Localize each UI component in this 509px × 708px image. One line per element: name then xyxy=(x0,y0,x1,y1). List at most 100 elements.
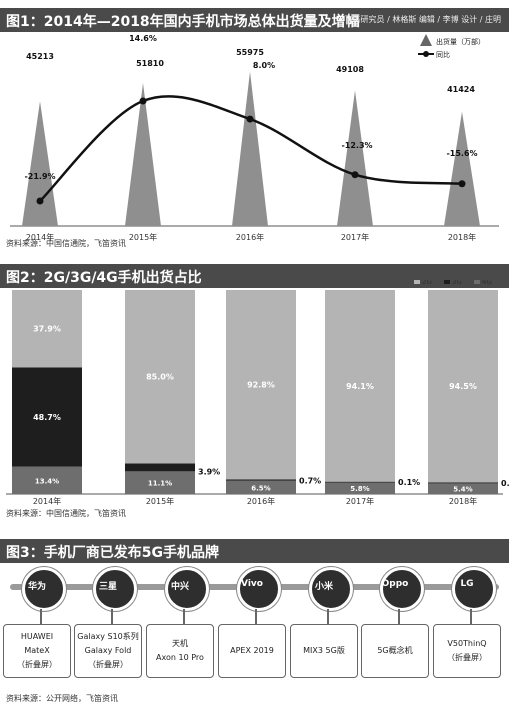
x-tick-label: 2014年 xyxy=(26,232,54,242)
shipment-value-label: 45213 xyxy=(26,52,54,61)
fig2-title: 图2：2G/3G/4G手机出货占比 xyxy=(6,270,202,286)
x-tick-label: 2014年 xyxy=(33,496,61,506)
product-box: MIX3 5G版 xyxy=(290,624,358,678)
x-tick-label: 2016年 xyxy=(247,496,275,506)
brand-name: Vivo xyxy=(241,579,263,589)
x-tick-label: 2015年 xyxy=(146,496,174,506)
product-box: Galaxy S10系列 Galaxy Fold （折叠屏） xyxy=(74,624,142,678)
bar-3g-segment xyxy=(428,482,498,484)
x-tick-label: 2018年 xyxy=(448,232,476,242)
bar-3g-label: 48.7% xyxy=(33,413,61,422)
yoy-value-label: -21.9% xyxy=(24,172,55,181)
bar-2g-label: 92.8% xyxy=(247,381,275,390)
bar-4g-label: 5.8% xyxy=(350,485,369,493)
legend-swatch xyxy=(414,280,420,284)
legend-cone-swatch xyxy=(420,34,432,46)
fig3-title: 图3：手机厂商已发布5G手机品牌 xyxy=(6,545,219,561)
product-line: Galaxy Fold xyxy=(84,646,132,655)
bar-3g-label: 3.9% xyxy=(198,467,220,476)
x-tick-label: 2017年 xyxy=(346,496,374,506)
legend-label: 出货量（万部） xyxy=(436,37,485,46)
bar-2g-label: 85.0% xyxy=(146,373,174,382)
product-line: （折叠屏） xyxy=(447,653,487,662)
brand-connector xyxy=(40,609,42,625)
bar-3g-label: 0.1% xyxy=(398,478,420,487)
shipment-value-label: 41424 xyxy=(447,85,475,94)
yoy-value-label: 14.6% xyxy=(129,34,157,43)
fig1-title: 图1：2014年—2018年国内手机市场总体出货量及增幅 xyxy=(6,14,360,30)
product-line: 天机 xyxy=(172,639,188,648)
brand-circle xyxy=(237,567,281,611)
bar-4g-label: 11.1% xyxy=(148,480,172,488)
fig3-source: 资料来源：公开网络，飞笛资讯 xyxy=(6,694,118,703)
legend-swatch xyxy=(444,280,450,284)
bar-3g-segment xyxy=(226,479,296,481)
product-line: MateX xyxy=(24,646,50,655)
bar-4g-label: 6.5% xyxy=(251,484,270,492)
product-box: V50ThinQ （折叠屏） xyxy=(433,624,501,678)
brand-connector xyxy=(398,609,400,625)
yoy-value-label: -15.6% xyxy=(446,149,477,158)
shipment-value-label: 55975 xyxy=(236,48,264,57)
yoy-value-label: -12.3% xyxy=(341,141,372,150)
product-line: MIX3 5G版 xyxy=(303,646,345,655)
yoy-point xyxy=(246,115,254,123)
fig2-source: 资料来源：中国信通院，飞笛资讯 xyxy=(6,509,126,518)
product-line: Axon 10 Pro xyxy=(156,653,204,662)
brand-name: 小米 xyxy=(314,582,333,592)
shipment-value-label: 51810 xyxy=(136,59,164,68)
legend-label: 3G xyxy=(452,280,462,286)
legend-label: 4G xyxy=(482,280,492,286)
yoy-point xyxy=(458,180,466,188)
brand-name: LG xyxy=(460,579,474,589)
bar-3g-label: 0.7% xyxy=(299,477,321,486)
yoy-point xyxy=(139,97,147,105)
brand-name: Oppo xyxy=(381,579,409,589)
shipment-cone xyxy=(22,101,58,226)
bar-2g-label: 94.1% xyxy=(346,382,374,391)
fig1-chart: 2014年 2015年 2016年 2017年 2018年 45213 51810 55975… xyxy=(10,34,499,242)
bar-4g-segment xyxy=(226,480,296,494)
product-line: HUAWEI xyxy=(20,632,54,641)
brand-connector xyxy=(327,609,329,625)
product-line: APEX 2019 xyxy=(230,646,274,655)
fig2-header: 图2：2G/3G/4G手机出货占比 xyxy=(0,264,509,288)
yoy-value-label: 8.0% xyxy=(253,61,275,70)
product-line: V50ThinQ xyxy=(447,639,487,648)
brand-circle xyxy=(93,567,137,611)
bar-2g-segment xyxy=(125,290,195,464)
bar-4g-label: 13.4% xyxy=(35,477,59,485)
yoy-point xyxy=(351,171,359,179)
bar-2g-label: 94.5% xyxy=(449,382,477,391)
shipment-cone xyxy=(444,111,480,226)
bar-2g-segment xyxy=(226,290,296,480)
brand-connector xyxy=(470,609,472,625)
product-line: Galaxy S10系列 xyxy=(77,632,139,641)
brand-connector xyxy=(111,609,113,625)
product-line: （折叠屏） xyxy=(88,660,128,669)
shipment-cone xyxy=(232,71,268,226)
shipment-value-label: 49108 xyxy=(336,65,364,74)
bar-3g-segment xyxy=(125,463,195,472)
product-line: （折叠屏） xyxy=(17,660,57,669)
bar-4g-segment xyxy=(12,466,82,494)
product-box: 天机 Axon 10 Pro xyxy=(146,624,214,678)
brand-circle xyxy=(452,567,496,611)
brand-name: 三星 xyxy=(98,582,117,592)
x-tick-label: 2017年 xyxy=(341,232,369,242)
brand-circle xyxy=(309,567,353,611)
bar-2g-segment xyxy=(12,290,82,368)
legend-label: 2G xyxy=(422,280,432,286)
fig1-header: 图1：2014年—2018年国内手机市场总体出货量及增幅 飞笛研究员 / 林格斯… xyxy=(0,8,509,32)
product-line: 5G概念机 xyxy=(377,646,413,655)
shipment-cone xyxy=(337,90,373,226)
fig3-header: 图3：手机厂商已发布5G手机品牌 xyxy=(0,539,509,563)
fig1-credit: 飞笛研究员 / 林格斯 编辑 / 李博 设计 / 庄明 xyxy=(344,15,501,24)
bar-2g-segment xyxy=(325,290,395,482)
fig2-chart: 37.9% 48.7% 13.4% 2014年 85.0% 3.9% 11.1% 2015年 9… xyxy=(6,280,509,506)
brand-name: 中兴 xyxy=(170,582,189,592)
bar-4g-segment xyxy=(428,482,498,494)
brand-connector xyxy=(183,609,185,625)
bar-2g-label: 37.9% xyxy=(33,325,61,334)
product-box: 5G概念机 xyxy=(361,624,429,678)
